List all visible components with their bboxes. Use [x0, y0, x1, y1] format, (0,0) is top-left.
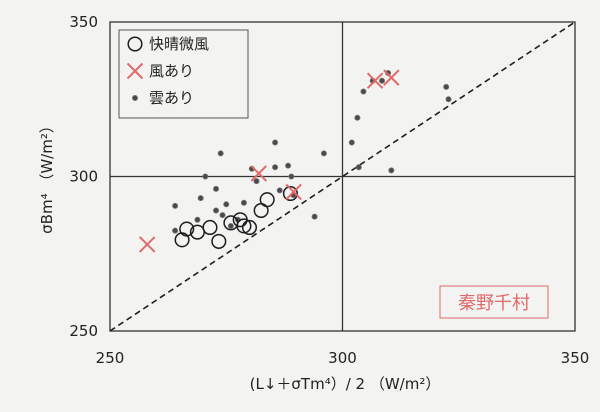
- data-point: [213, 207, 220, 214]
- data-point: [250, 165, 268, 182]
- author-text: 秦野千村: [458, 293, 530, 314]
- plot-frame: [109, 21, 576, 332]
- data-point: [194, 216, 201, 223]
- x-stroke: [138, 236, 156, 253]
- x-stroke: [366, 72, 384, 89]
- data-point: [348, 139, 355, 146]
- y-tick-label: 350: [69, 13, 98, 31]
- legend-marker: [126, 62, 144, 80]
- data-point: [354, 114, 361, 121]
- data-point: [355, 164, 362, 171]
- data-point: [445, 96, 452, 103]
- data-point: [272, 139, 279, 146]
- author-label: 秦野千村: [439, 285, 549, 319]
- series-small-dot: [172, 69, 452, 234]
- data-point: [172, 202, 179, 209]
- data-point: [236, 218, 252, 234]
- data-point: [211, 233, 227, 249]
- data-point: [179, 221, 195, 237]
- data-point: [285, 162, 292, 169]
- series-x: [138, 69, 400, 253]
- data-point: [253, 178, 260, 185]
- author-box: [439, 285, 549, 319]
- data-point: [320, 150, 327, 157]
- data-point: [217, 150, 224, 157]
- x-stroke: [126, 62, 144, 80]
- data-point: [379, 77, 386, 84]
- legend-label: 快晴微風: [149, 35, 209, 53]
- data-point: [213, 185, 220, 192]
- data-points: [138, 69, 452, 253]
- data-point: [197, 195, 204, 202]
- legend-marker: [127, 36, 143, 52]
- data-point: [285, 183, 302, 201]
- data-point: [172, 227, 179, 234]
- data-point: [366, 72, 384, 89]
- reference-line-1to1: [109, 21, 576, 332]
- data-point: [202, 173, 209, 180]
- data-point: [276, 187, 283, 194]
- x-stroke: [250, 165, 268, 182]
- data-point: [383, 69, 400, 86]
- data-point: [241, 219, 258, 236]
- x-stroke: [383, 69, 400, 86]
- data-point: [223, 201, 230, 208]
- data-point: [388, 167, 395, 174]
- gridlines: [110, 22, 575, 331]
- x-tick-label: 300: [328, 349, 357, 367]
- x-axis-label: (L↓＋σTm⁴）/ 2 （W/m²）: [250, 375, 441, 393]
- data-point: [288, 173, 295, 180]
- x-stroke: [285, 183, 302, 201]
- data-point: [443, 83, 450, 90]
- data-point: [259, 192, 275, 208]
- legend-label: 雲あり: [149, 89, 194, 107]
- legend-marker: [131, 95, 138, 102]
- y-axis-label: σBm⁴ （W/m²）: [38, 118, 56, 234]
- data-point: [202, 219, 218, 236]
- data-point: [360, 88, 367, 95]
- y-tick-label: 300: [69, 168, 98, 186]
- data-point: [219, 212, 226, 219]
- data-point: [138, 236, 156, 253]
- data-point: [282, 185, 298, 202]
- data-point: [240, 199, 247, 206]
- data-point: [227, 222, 234, 229]
- y-tick-label: 250: [69, 322, 98, 340]
- legend-label: 風あり: [149, 62, 194, 80]
- data-point: [272, 164, 279, 171]
- series-open-circle: [174, 185, 298, 249]
- data-point: [311, 213, 318, 220]
- tick-labels: 250 300 350 250 300 350: [69, 13, 589, 367]
- legend-box: [118, 29, 249, 119]
- x-tick-label: 250: [96, 349, 125, 367]
- x-tick-label: 350: [561, 349, 590, 367]
